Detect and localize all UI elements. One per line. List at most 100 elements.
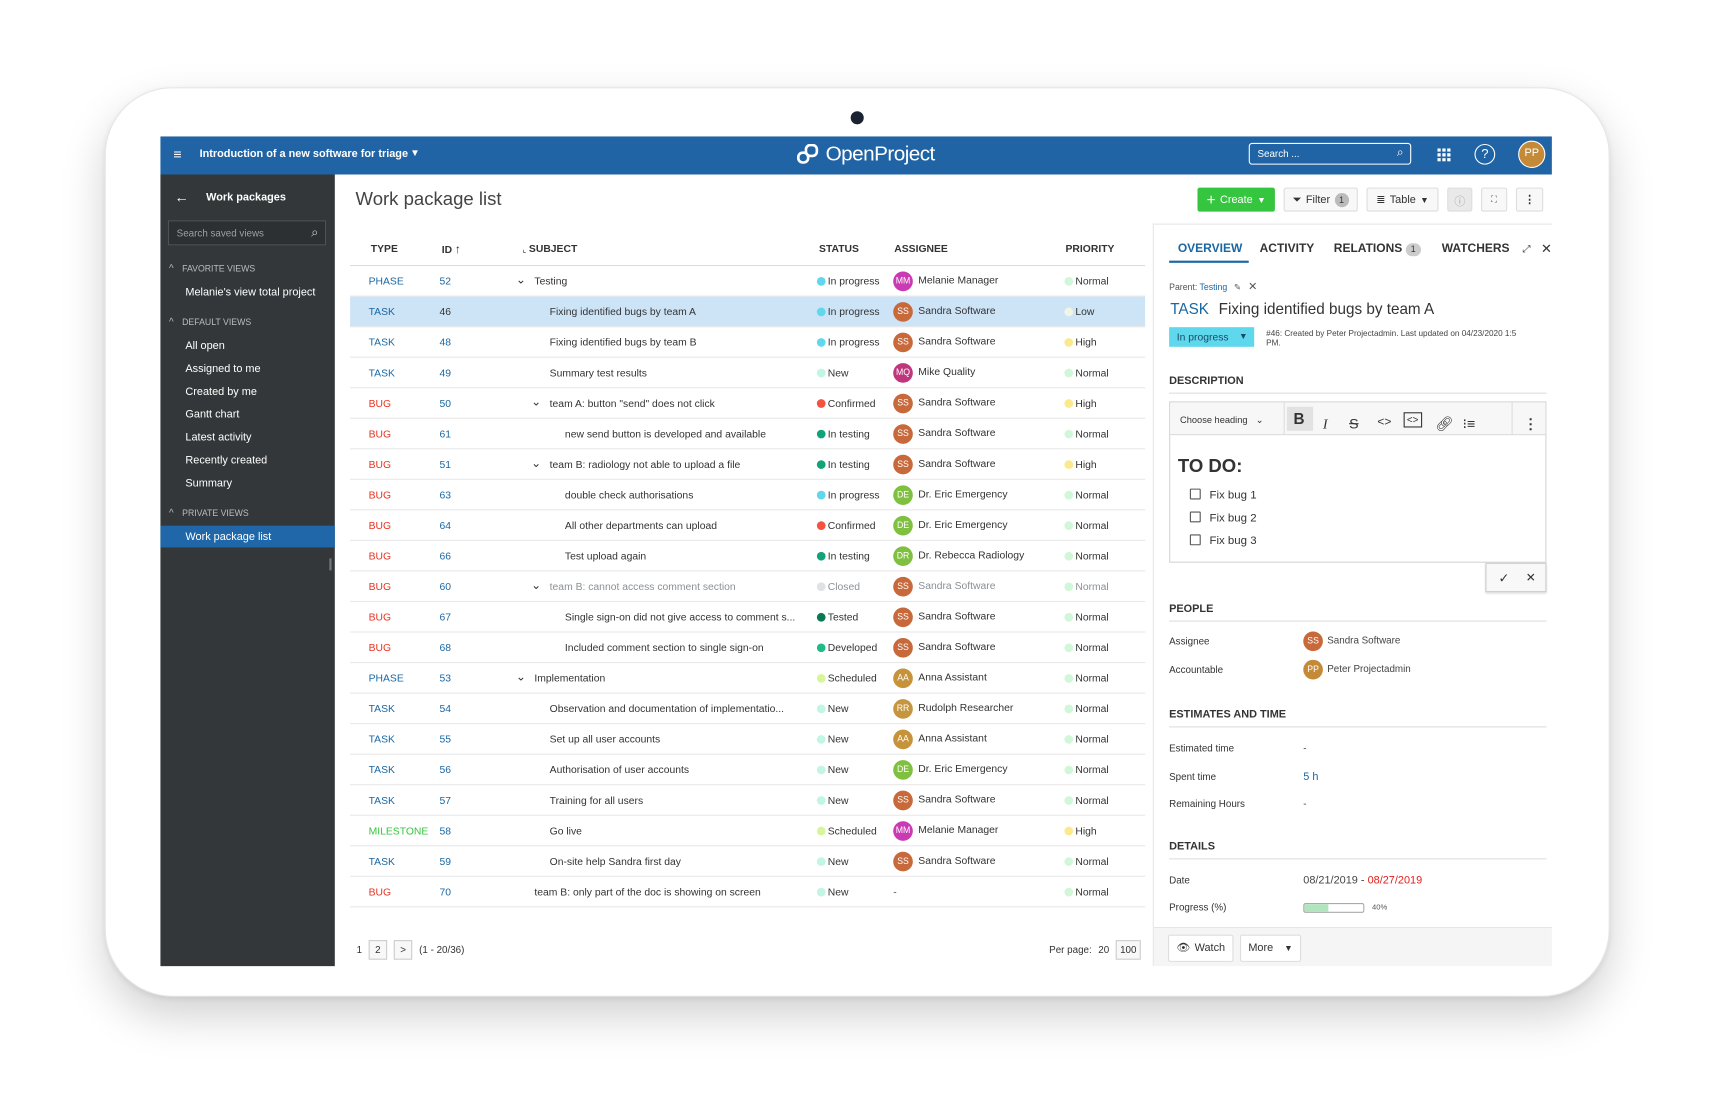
id-link[interactable]: 59 bbox=[439, 856, 452, 869]
id-link[interactable]: 57 bbox=[439, 795, 452, 808]
subject-cell[interactable]: Training for all users bbox=[549, 795, 644, 808]
status-cell[interactable]: Scheduled bbox=[816, 673, 877, 685]
priority-cell[interactable]: Normal bbox=[1064, 673, 1109, 685]
code-icon[interactable]: <> bbox=[1377, 415, 1392, 429]
open-fullscreen-icon[interactable]: ⤢ bbox=[1522, 243, 1531, 255]
link-icon[interactable]: 🔗︎ bbox=[1435, 415, 1454, 432]
assignee-cell[interactable]: - bbox=[893, 886, 897, 899]
table-row[interactable]: BUG 50 ⌄ team A: button "send" does not cli… bbox=[350, 388, 1146, 419]
checkbox[interactable] bbox=[1189, 488, 1201, 500]
priority-cell[interactable]: Normal bbox=[1064, 703, 1109, 715]
status-cell[interactable]: In testing bbox=[816, 551, 870, 563]
status-cell[interactable]: In testing bbox=[816, 429, 870, 441]
table-row[interactable]: BUG 66 Test upload again In testing DR Dr. Re… bbox=[350, 541, 1146, 572]
id-link[interactable]: 46 bbox=[439, 306, 452, 319]
table-row[interactable]: BUG 67 Single sign-on did not give access … bbox=[350, 602, 1146, 633]
sidebar-item-recently-created[interactable]: Recently created bbox=[185, 454, 268, 467]
table-row[interactable]: TASK 55 Set up all user accounts New AA Anna … bbox=[350, 724, 1146, 755]
search-icon[interactable]: ⌕ bbox=[311, 224, 319, 240]
priority-cell[interactable]: High bbox=[1064, 826, 1097, 838]
status-cell[interactable]: Tested bbox=[816, 612, 858, 624]
page-2-button[interactable]: 2 bbox=[368, 940, 388, 960]
chevron-down-icon[interactable]: ⌄ bbox=[531, 456, 542, 471]
wp-subject[interactable]: Fixing identified bugs by team A bbox=[1218, 299, 1435, 318]
sidebar-item-all-open[interactable]: All open bbox=[185, 340, 225, 353]
assignee-cell[interactable]: Dr. Eric Emergency bbox=[918, 488, 1008, 501]
tab-relations[interactable]: RELATIONS 1 bbox=[1334, 242, 1421, 257]
status-cell[interactable]: Closed bbox=[816, 581, 860, 593]
priority-cell[interactable]: Normal bbox=[1064, 490, 1109, 502]
subject-cell[interactable]: team B: radiology not able to upload a f… bbox=[549, 459, 741, 472]
column-header-assignee[interactable]: ASSIGNEE bbox=[894, 243, 948, 256]
bulleted-list-icon[interactable]: ⁝≡ bbox=[1462, 415, 1476, 432]
table-row[interactable]: PHASE 52 ⌄ Testing In progress MM Melanie Mana… bbox=[350, 266, 1146, 297]
fullscreen-button[interactable]: ⛶ bbox=[1481, 187, 1508, 212]
subject-cell[interactable]: double check authorisations bbox=[564, 489, 694, 502]
subject-cell[interactable]: team B: only part of the doc is showing … bbox=[534, 886, 761, 899]
sidebar-item-work-package-list[interactable]: Work package list bbox=[160, 525, 335, 548]
pencil-icon[interactable]: ✎ bbox=[1233, 282, 1242, 293]
subject-cell[interactable]: Test upload again bbox=[564, 550, 647, 563]
date-value[interactable]: 08/21/2019 - 08/27/2019 bbox=[1303, 875, 1422, 887]
table-row[interactable]: TASK 57 Training for all users New SS Sandra … bbox=[350, 785, 1146, 816]
subject-cell[interactable]: team B: cannot access comment section bbox=[549, 581, 736, 594]
status-dropdown[interactable]: In progress ▼ bbox=[1169, 327, 1255, 347]
sidebar-resize-handle[interactable] bbox=[329, 558, 332, 571]
column-header-priority[interactable]: PRIORITY bbox=[1065, 243, 1115, 256]
status-cell[interactable]: New bbox=[816, 795, 849, 807]
tab-activity[interactable]: ACTIVITY bbox=[1259, 242, 1315, 256]
sidebar-item-melanies-view[interactable]: Melanie's view total project bbox=[185, 286, 316, 299]
dropdown-icon[interactable]: ▼ bbox=[410, 147, 420, 159]
tab-watchers[interactable]: WATCHERS bbox=[1441, 242, 1510, 256]
checkbox[interactable] bbox=[1189, 534, 1201, 546]
id-link[interactable]: 49 bbox=[439, 367, 452, 380]
table-row[interactable]: TASK 54 Observation and documentation of i… bbox=[350, 694, 1146, 725]
table-row[interactable]: TASK 59 On-site help Sandra first day New SS… bbox=[350, 846, 1146, 877]
priority-cell[interactable]: Normal bbox=[1064, 429, 1109, 441]
save-check-icon[interactable]: ✓ bbox=[1498, 570, 1510, 586]
filter-button[interactable]: ⏷ Filter 1 bbox=[1283, 187, 1358, 212]
assignee-cell[interactable]: Melanie Manager bbox=[918, 824, 999, 837]
per-page-100-button[interactable]: 100 bbox=[1115, 940, 1141, 960]
assignee-cell[interactable]: Sandra Software bbox=[918, 427, 996, 440]
accountable-value[interactable]: PP Peter Projectadmin bbox=[1303, 659, 1411, 680]
id-link[interactable]: 60 bbox=[439, 581, 452, 594]
more-button[interactable]: More ▼ bbox=[1240, 934, 1302, 962]
assignee-cell[interactable]: Dr. Rebecca Radiology bbox=[918, 549, 1025, 562]
status-cell[interactable]: New bbox=[816, 887, 849, 899]
spent-time-link[interactable]: 5 h bbox=[1303, 771, 1319, 784]
priority-cell[interactable]: Normal bbox=[1064, 765, 1109, 777]
status-cell[interactable]: Confirmed bbox=[816, 398, 876, 410]
table-view-button[interactable]: ≣ Table ▼ bbox=[1366, 187, 1439, 212]
id-link[interactable]: 70 bbox=[439, 886, 452, 899]
priority-cell[interactable]: Normal bbox=[1064, 734, 1109, 746]
status-cell[interactable]: Scheduled bbox=[816, 826, 877, 838]
cancel-close-icon[interactable]: ✕ bbox=[1525, 571, 1536, 585]
priority-cell[interactable]: High bbox=[1064, 459, 1097, 471]
priority-cell[interactable]: Normal bbox=[1064, 795, 1109, 807]
close-icon[interactable]: ✕ bbox=[1541, 241, 1552, 257]
id-link[interactable]: 67 bbox=[439, 611, 452, 624]
assignee-cell[interactable]: Sandra Software bbox=[918, 580, 996, 593]
assignee-cell[interactable]: Anna Assistant bbox=[918, 732, 987, 745]
subject-cell[interactable]: team A: button "send" does not click bbox=[549, 398, 715, 411]
assignee-cell[interactable]: Rudolph Researcher bbox=[918, 702, 1014, 715]
watch-button[interactable]: 👁︎ Watch bbox=[1168, 934, 1234, 962]
subject-cell[interactable]: Observation and documentation of impleme… bbox=[549, 703, 785, 716]
subject-cell[interactable]: On-site help Sandra first day bbox=[549, 856, 681, 869]
bold-button[interactable]: B bbox=[1286, 406, 1314, 431]
id-link[interactable]: 66 bbox=[439, 550, 452, 563]
modules-grid-icon[interactable] bbox=[1437, 148, 1451, 162]
description-editor[interactable]: Choose heading ⌄ B I S <> <> 🔗︎ ⁝≡ ⋮ TO … bbox=[1169, 401, 1547, 563]
subject-cell[interactable]: Testing bbox=[534, 275, 568, 288]
priority-cell[interactable]: Normal bbox=[1064, 887, 1109, 899]
menu-icon[interactable]: ≡ bbox=[173, 146, 182, 163]
status-cell[interactable]: New bbox=[816, 765, 849, 777]
global-search-input[interactable]: Search ... ⌕ bbox=[1248, 142, 1412, 165]
sidebar-item-created-by-me[interactable]: Created by me bbox=[185, 386, 257, 399]
assignee-cell[interactable]: Sandra Software bbox=[918, 335, 996, 348]
id-link[interactable]: 48 bbox=[439, 336, 452, 349]
heading-select[interactable]: Choose heading ⌄ bbox=[1180, 414, 1263, 426]
openproject-logo[interactable]: OpenProject bbox=[796, 143, 935, 167]
table-row[interactable]: MILESTONE 58 Go live Scheduled MM Melanie Man… bbox=[350, 816, 1146, 847]
